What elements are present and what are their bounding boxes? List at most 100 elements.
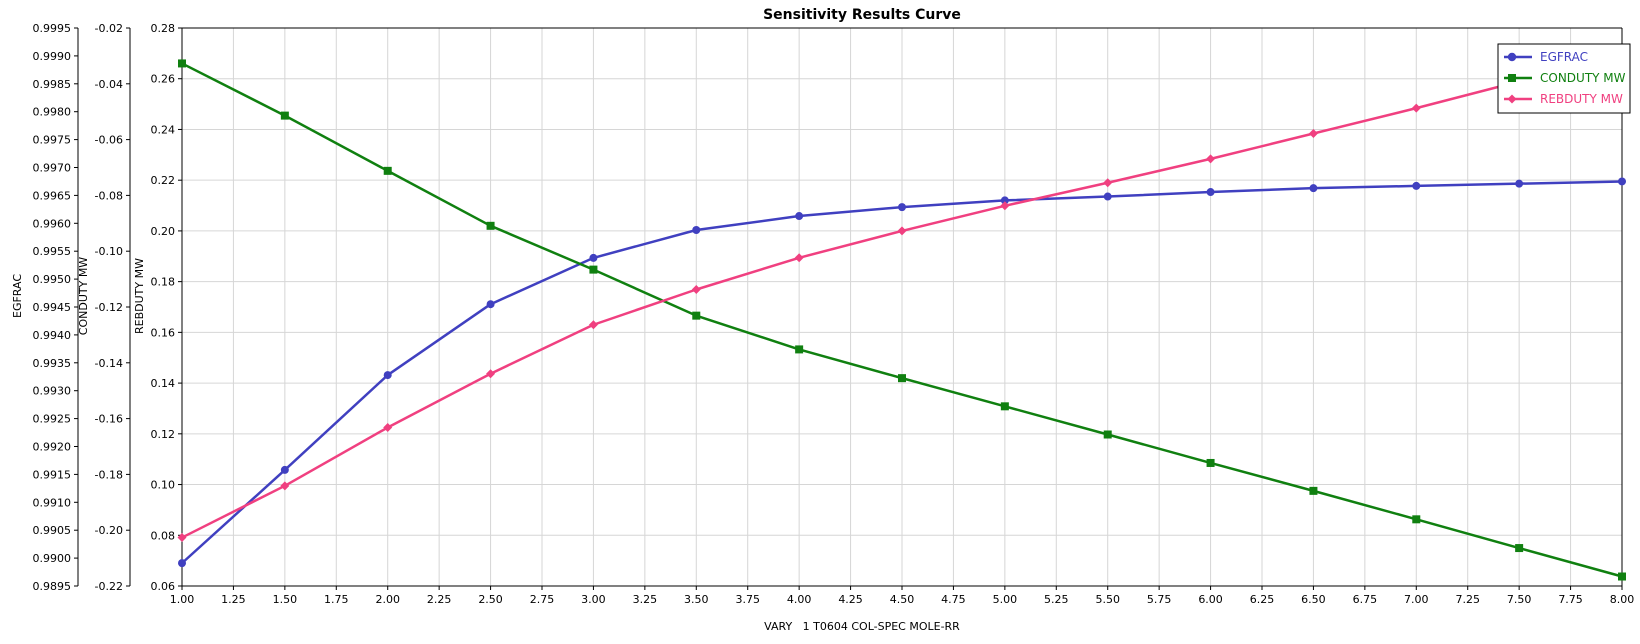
data-point-egfrac bbox=[1412, 181, 1421, 190]
data-point-rebduty-mw bbox=[897, 226, 907, 236]
rebduty-axis-label: REBDUTY MW bbox=[133, 258, 146, 334]
x-tick-label: 4.75 bbox=[941, 593, 966, 606]
x-tick-label: 5.00 bbox=[993, 593, 1018, 606]
data-point-conduty-mw bbox=[589, 265, 598, 274]
x-tick-label: 6.00 bbox=[1198, 593, 1223, 606]
y-tick-label: 0.22 bbox=[151, 174, 176, 187]
y-tick-label: 0.9990 bbox=[33, 50, 72, 63]
y-tick-label: -0.16 bbox=[95, 413, 123, 426]
data-point-egfrac bbox=[1103, 192, 1112, 201]
data-point-egfrac bbox=[589, 253, 598, 262]
y-tick-label: 0.24 bbox=[151, 123, 176, 136]
x-tick-label: 7.25 bbox=[1455, 593, 1480, 606]
y-tick-label: -0.10 bbox=[95, 245, 123, 258]
y-tick-label: 0.9930 bbox=[33, 385, 72, 398]
y-tick-label: 0.9925 bbox=[33, 413, 72, 426]
data-point-conduty-mw bbox=[486, 221, 495, 230]
y-tick-label: 0.18 bbox=[151, 276, 176, 289]
data-point-egfrac bbox=[1000, 196, 1009, 205]
data-point-rebduty-mw bbox=[588, 320, 598, 330]
data-point-conduty-mw bbox=[1206, 458, 1215, 467]
y-tick-label: 0.12 bbox=[151, 428, 176, 441]
axes bbox=[74, 27, 1623, 590]
data-point-conduty-mw bbox=[1618, 572, 1626, 581]
y-tick-label: 0.16 bbox=[151, 326, 176, 339]
data-point-egfrac bbox=[383, 371, 392, 380]
egfrac-axis-label: EGFRAC bbox=[11, 274, 24, 318]
legend: EGFRAC CONDUTY MW REBDUTY MW bbox=[1497, 43, 1631, 114]
data-point-conduty-mw bbox=[1103, 430, 1112, 439]
data-point-conduty-mw bbox=[795, 345, 804, 354]
data-point-conduty-mw bbox=[1412, 515, 1421, 524]
x-tick-label: 2.25 bbox=[427, 593, 452, 606]
data-point-rebduty-mw bbox=[486, 369, 496, 379]
y-tick-label: 0.9970 bbox=[33, 162, 72, 175]
x-tick-label: 3.00 bbox=[581, 593, 606, 606]
data-point-conduty-mw bbox=[692, 311, 701, 320]
x-tick-label: 1.50 bbox=[273, 593, 298, 606]
data-point-conduty-mw bbox=[280, 111, 289, 120]
x-tick-label: 3.50 bbox=[684, 593, 709, 606]
tick-labels: 1.00 1.25 1.50 1.75 2.00 2.25 2.50 2.75 3.00 3.25… bbox=[33, 22, 1635, 606]
x-tick-label: 1.25 bbox=[221, 593, 246, 606]
x-tick-label: 2.75 bbox=[530, 593, 555, 606]
y-tick-label: -0.12 bbox=[95, 301, 123, 314]
y-tick-label: 0.9940 bbox=[33, 329, 72, 342]
x-tick-label: 3.25 bbox=[633, 593, 658, 606]
data-point-egfrac bbox=[692, 225, 701, 234]
x-tick-label: 4.25 bbox=[838, 593, 863, 606]
y-tick-label: -0.08 bbox=[95, 189, 123, 202]
x-tick-label: 5.25 bbox=[1044, 593, 1069, 606]
series-layer bbox=[177, 51, 1627, 581]
data-point-egfrac bbox=[795, 212, 804, 221]
x-tick-label: 7.75 bbox=[1558, 593, 1583, 606]
data-point-rebduty-mw bbox=[1000, 201, 1010, 211]
chart-title: Sensitivity Results Curve bbox=[763, 7, 961, 23]
data-point-rebduty-mw bbox=[794, 253, 804, 263]
data-point-conduty-mw bbox=[383, 166, 392, 175]
y-tick-label: 0.20 bbox=[151, 225, 176, 238]
y-tick-label: 0.9995 bbox=[33, 22, 72, 35]
legend-marker-rebduty bbox=[1507, 94, 1517, 104]
data-point-rebduty-mw bbox=[280, 481, 290, 491]
y-tick-label: 0.9950 bbox=[33, 273, 72, 286]
x-tick-label: 4.50 bbox=[890, 593, 915, 606]
x-tick-label: 7.50 bbox=[1507, 593, 1532, 606]
data-point-egfrac bbox=[486, 300, 495, 309]
x-tick-label: 5.75 bbox=[1147, 593, 1172, 606]
x-axis-label: VARY 1 T0604 COL-SPEC MOLE-RR bbox=[764, 620, 960, 633]
data-point-conduty-mw bbox=[898, 374, 906, 383]
data-point-egfrac bbox=[898, 203, 906, 212]
legend-label-conduty: CONDUTY MW bbox=[1540, 71, 1626, 85]
legend-label-egfrac: EGFRAC bbox=[1540, 50, 1588, 64]
data-point-rebduty-mw bbox=[383, 422, 393, 432]
y-tick-label: 0.9985 bbox=[33, 78, 72, 91]
legend-label-rebduty: REBDUTY MW bbox=[1540, 92, 1623, 106]
data-point-egfrac bbox=[1618, 177, 1626, 186]
data-point-rebduty-mw bbox=[1103, 178, 1113, 188]
legend-marker-egfrac bbox=[1507, 52, 1517, 62]
data-point-conduty-mw bbox=[1000, 402, 1009, 411]
data-point-egfrac bbox=[1515, 179, 1524, 188]
x-tick-label: 3.75 bbox=[735, 593, 760, 606]
data-point-rebduty-mw bbox=[1411, 103, 1421, 113]
y-tick-label: 0.9905 bbox=[33, 524, 72, 537]
y-tick-label: 0.9920 bbox=[33, 441, 72, 454]
x-tick-label: 8.00 bbox=[1610, 593, 1635, 606]
y-tick-label: -0.18 bbox=[95, 468, 123, 481]
y-tick-label: -0.22 bbox=[95, 580, 123, 593]
y-tick-label: 0.9895 bbox=[33, 580, 72, 593]
y-tick-label: -0.20 bbox=[95, 524, 123, 537]
data-point-egfrac bbox=[1206, 188, 1215, 197]
x-tick-label: 6.50 bbox=[1301, 593, 1326, 606]
y-tick-label: 0.08 bbox=[151, 529, 176, 542]
y-tick-label: 0.9965 bbox=[33, 189, 72, 202]
legend-box bbox=[1497, 43, 1631, 114]
x-tick-label: 6.75 bbox=[1353, 593, 1378, 606]
x-tick-label: 2.00 bbox=[375, 593, 400, 606]
y-tick-label: 0.9910 bbox=[33, 496, 72, 509]
y-tick-label: 0.9945 bbox=[33, 301, 72, 314]
data-point-egfrac bbox=[280, 465, 289, 474]
